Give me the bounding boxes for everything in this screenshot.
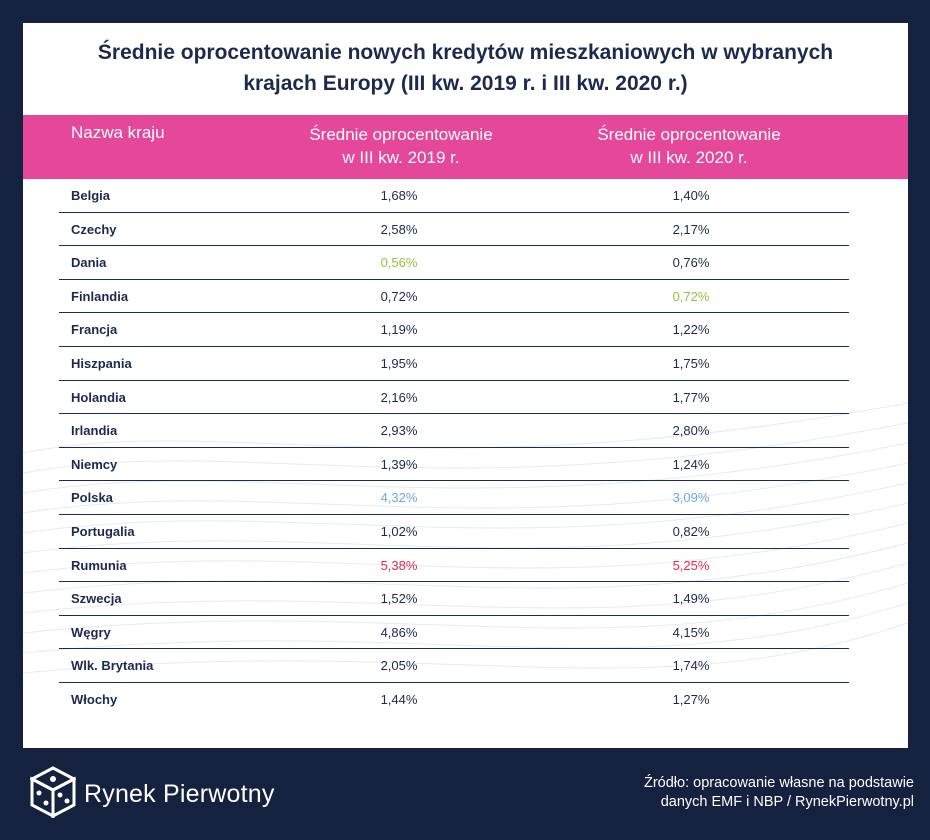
rate-2020: 1,24%: [672, 456, 710, 472]
table-header: Nazwa kraju Średnie oprocentowanie w III…: [23, 115, 908, 179]
table-row: Irlandia 2,93% 2,80%: [59, 414, 849, 448]
source-line-2: danych EMF i NBP / RynekPierwotny.pl: [660, 794, 914, 810]
country-name: Włochy: [71, 692, 118, 707]
rate-2019: 5,38%: [380, 557, 418, 573]
rate-2019: 2,16%: [380, 389, 418, 405]
rate-2020: 1,77%: [672, 389, 710, 405]
table-row: Dania 0,56% 0,76%: [59, 246, 849, 280]
country-name: Hiszpania: [71, 356, 132, 371]
source-line-1: Źródło: opracowanie własne na podstawie: [643, 775, 914, 791]
rate-2019: 1,68%: [380, 188, 418, 203]
rate-2019: 0,56%: [380, 255, 418, 271]
country-name: Finlandia: [71, 288, 129, 304]
rate-2020: 1,22%: [672, 322, 710, 338]
brand-name: Rynek Pierwotny: [84, 780, 275, 808]
rate-2020: 3,09%: [672, 490, 710, 506]
rate-2020: 1,74%: [672, 658, 710, 674]
rate-2019: 1,52%: [380, 591, 418, 607]
header-2020-line-1: Średnie oprocentowanie: [597, 125, 781, 144]
rate-2020: 0,72%: [672, 288, 710, 304]
header-country: Nazwa kraju: [71, 123, 165, 142]
rate-2020: 1,75%: [672, 356, 710, 371]
country-name: Polska: [71, 490, 113, 506]
table-row: Wlk. Brytania 2,05% 1,74%: [59, 649, 849, 683]
country-name: Belgia: [71, 188, 111, 203]
rate-2019: 2,05%: [380, 658, 418, 674]
rate-2020: 4,15%: [672, 624, 710, 640]
country-name: Portugalia: [71, 524, 135, 539]
rate-2019: 1,19%: [380, 322, 418, 338]
page-title: Średnie oprocentowanie nowych kredytów m…: [23, 37, 908, 99]
table-row: Holandia 2,16% 1,77%: [59, 381, 849, 415]
rate-2019: 2,93%: [380, 423, 418, 439]
country-name: Francja: [71, 322, 118, 338]
table-row: Francja 1,19% 1,22%: [59, 313, 849, 347]
source-note: Źródło: opracowanie własne na podstawie …: [644, 774, 914, 812]
table-row: Rumunia 5,38% 5,25%: [59, 549, 849, 583]
rate-2020: 1,49%: [672, 591, 710, 607]
header-2020-line-2: w III kw. 2020 r.: [630, 148, 748, 167]
wave-decoration: [23, 402, 908, 674]
rate-2020: 2,80%: [672, 423, 710, 439]
header-2019-line-1: Średnie oprocentowanie: [309, 125, 493, 144]
rate-2019: 4,32%: [380, 490, 418, 506]
rate-2019: 4,86%: [380, 624, 418, 640]
table-row: Niemcy 1,39% 1,24%: [59, 448, 849, 482]
table-row: Finlandia 0,72% 0,72%: [59, 280, 849, 314]
country-name: Holandia: [71, 389, 126, 405]
country-name: Dania: [71, 255, 107, 271]
country-name: Irlandia: [71, 423, 118, 439]
rate-2019: 1,02%: [380, 524, 418, 539]
rate-2019: 1,39%: [380, 456, 418, 472]
country-name: Wlk. Brytania: [71, 658, 154, 674]
rate-2019: 2,58%: [380, 221, 418, 237]
rate-2020: 2,17%: [672, 221, 710, 237]
table-row: Portugalia 1,02% 0,82%: [59, 515, 849, 549]
table-row: Szwecja 1,52% 1,49%: [59, 582, 849, 616]
title-line-1: Średnie oprocentowanie nowych kredytów m…: [97, 41, 834, 64]
rate-2019: 1,44%: [380, 692, 418, 707]
rate-2020: 0,76%: [672, 255, 710, 271]
table-row: Hiszpania 1,95% 1,75%: [59, 347, 849, 381]
table-row: Czechy 2,58% 2,17%: [59, 213, 849, 247]
infographic-card: Średnie oprocentowanie nowych kredytów m…: [23, 23, 908, 748]
rate-2020: 1,27%: [672, 692, 710, 707]
table-row: Polska 4,32% 3,09%: [59, 481, 849, 515]
rate-2020: 0,82%: [672, 524, 710, 539]
header-2020: Średnie oprocentowanie w III kw. 2020 r.: [559, 123, 819, 169]
rate-2019: 0,72%: [380, 288, 418, 304]
country-name: Niemcy: [71, 456, 118, 472]
table-row: Belgia 1,68% 1,40%: [59, 179, 849, 213]
table-row: Włochy 1,44% 1,27%: [59, 683, 849, 717]
title-line-2: krajach Europy (III kw. 2019 r. i III kw…: [243, 72, 688, 95]
rate-2019: 1,95%: [380, 356, 418, 371]
country-name: Węgry: [71, 624, 111, 640]
header-2019: Średnie oprocentowanie w III kw. 2019 r.: [271, 123, 531, 169]
country-name: Czechy: [71, 221, 117, 237]
dice-logo-icon: [30, 766, 76, 818]
rate-2020: 1,40%: [672, 188, 710, 203]
country-name: Rumunia: [71, 557, 127, 573]
country-name: Szwecja: [71, 591, 122, 607]
rate-2020: 5,25%: [672, 557, 710, 573]
header-2019-line-2: w III kw. 2019 r.: [342, 148, 460, 167]
table-row: Węgry 4,86% 4,15%: [59, 616, 849, 650]
